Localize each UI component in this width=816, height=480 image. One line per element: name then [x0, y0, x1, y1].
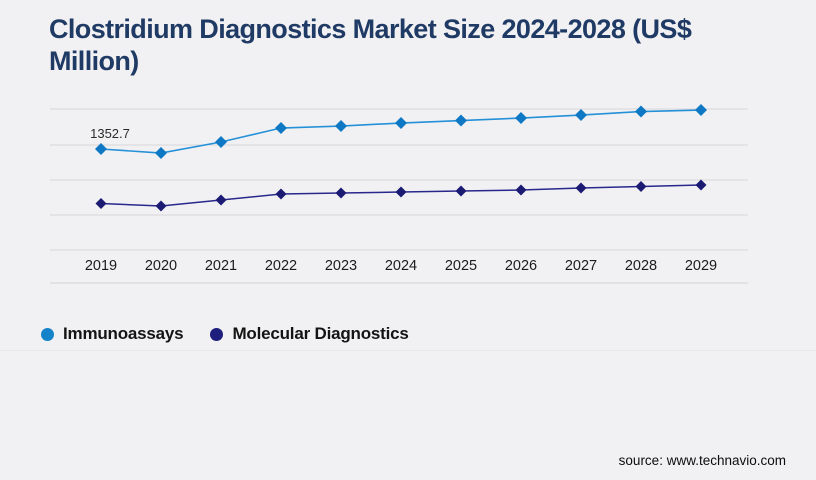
section-divider: [0, 350, 816, 351]
chart-legend: Immunoassays Molecular Diagnostics: [41, 324, 409, 344]
legend-marker-icon: [41, 327, 54, 341]
x-axis-label: 2024: [385, 258, 417, 274]
x-axis-label: 2028: [625, 258, 657, 274]
x-axis-label: 2023: [325, 258, 357, 274]
data-point-marker[interactable]: [335, 187, 347, 199]
data-point-marker[interactable]: [635, 181, 647, 193]
data-point-marker[interactable]: [695, 179, 707, 191]
legend-item-label: Immunoassays: [63, 324, 184, 343]
data-point-marker[interactable]: [635, 105, 647, 118]
data-point-marker[interactable]: [455, 185, 467, 197]
data-point-marker[interactable]: [155, 147, 167, 160]
data-point-marker[interactable]: [515, 112, 527, 125]
data-point-marker[interactable]: [455, 114, 467, 127]
data-point-marker[interactable]: [215, 194, 227, 206]
x-axis-label: 2021: [205, 258, 237, 274]
source-attribution[interactable]: source: www.technavio.com: [618, 453, 786, 468]
x-axis-label: 2029: [685, 258, 717, 274]
data-point-marker[interactable]: [395, 117, 407, 130]
data-point-marker[interactable]: [275, 122, 287, 135]
data-point-marker[interactable]: [95, 143, 107, 155]
data-point-marker[interactable]: [575, 182, 587, 194]
series-line-immunoassays: [100, 109, 702, 154]
x-axis-label: 2027: [565, 258, 597, 274]
data-point-label: 1352.7: [90, 126, 130, 141]
data-point-marker[interactable]: [155, 200, 167, 212]
x-axis-label: 2020: [145, 258, 177, 274]
data-point-marker[interactable]: [395, 186, 407, 198]
chart-title: Clostridium Diagnostics Market Size 2024…: [49, 14, 692, 76]
legend-item-label: Molecular Diagnostics: [232, 324, 409, 343]
x-axis-label: 2026: [505, 258, 537, 274]
legend-item-molecular-diagnostics[interactable]: Molecular Diagnostics: [210, 324, 409, 344]
x-axis-label: 2022: [265, 258, 297, 274]
data-point-marker[interactable]: [695, 104, 707, 117]
x-axis-label: 2025: [445, 258, 477, 274]
data-point-marker[interactable]: [215, 136, 227, 149]
data-point-marker[interactable]: [515, 184, 527, 196]
legend-item-immunoassays[interactable]: Immunoassays: [41, 324, 184, 344]
data-point-marker[interactable]: [95, 198, 107, 210]
data-point-marker[interactable]: [275, 188, 287, 200]
data-point-marker[interactable]: [575, 109, 587, 122]
legend-marker-icon: [210, 327, 224, 341]
data-point-marker[interactable]: [335, 120, 347, 133]
x-axis-label: 2019: [85, 258, 117, 274]
